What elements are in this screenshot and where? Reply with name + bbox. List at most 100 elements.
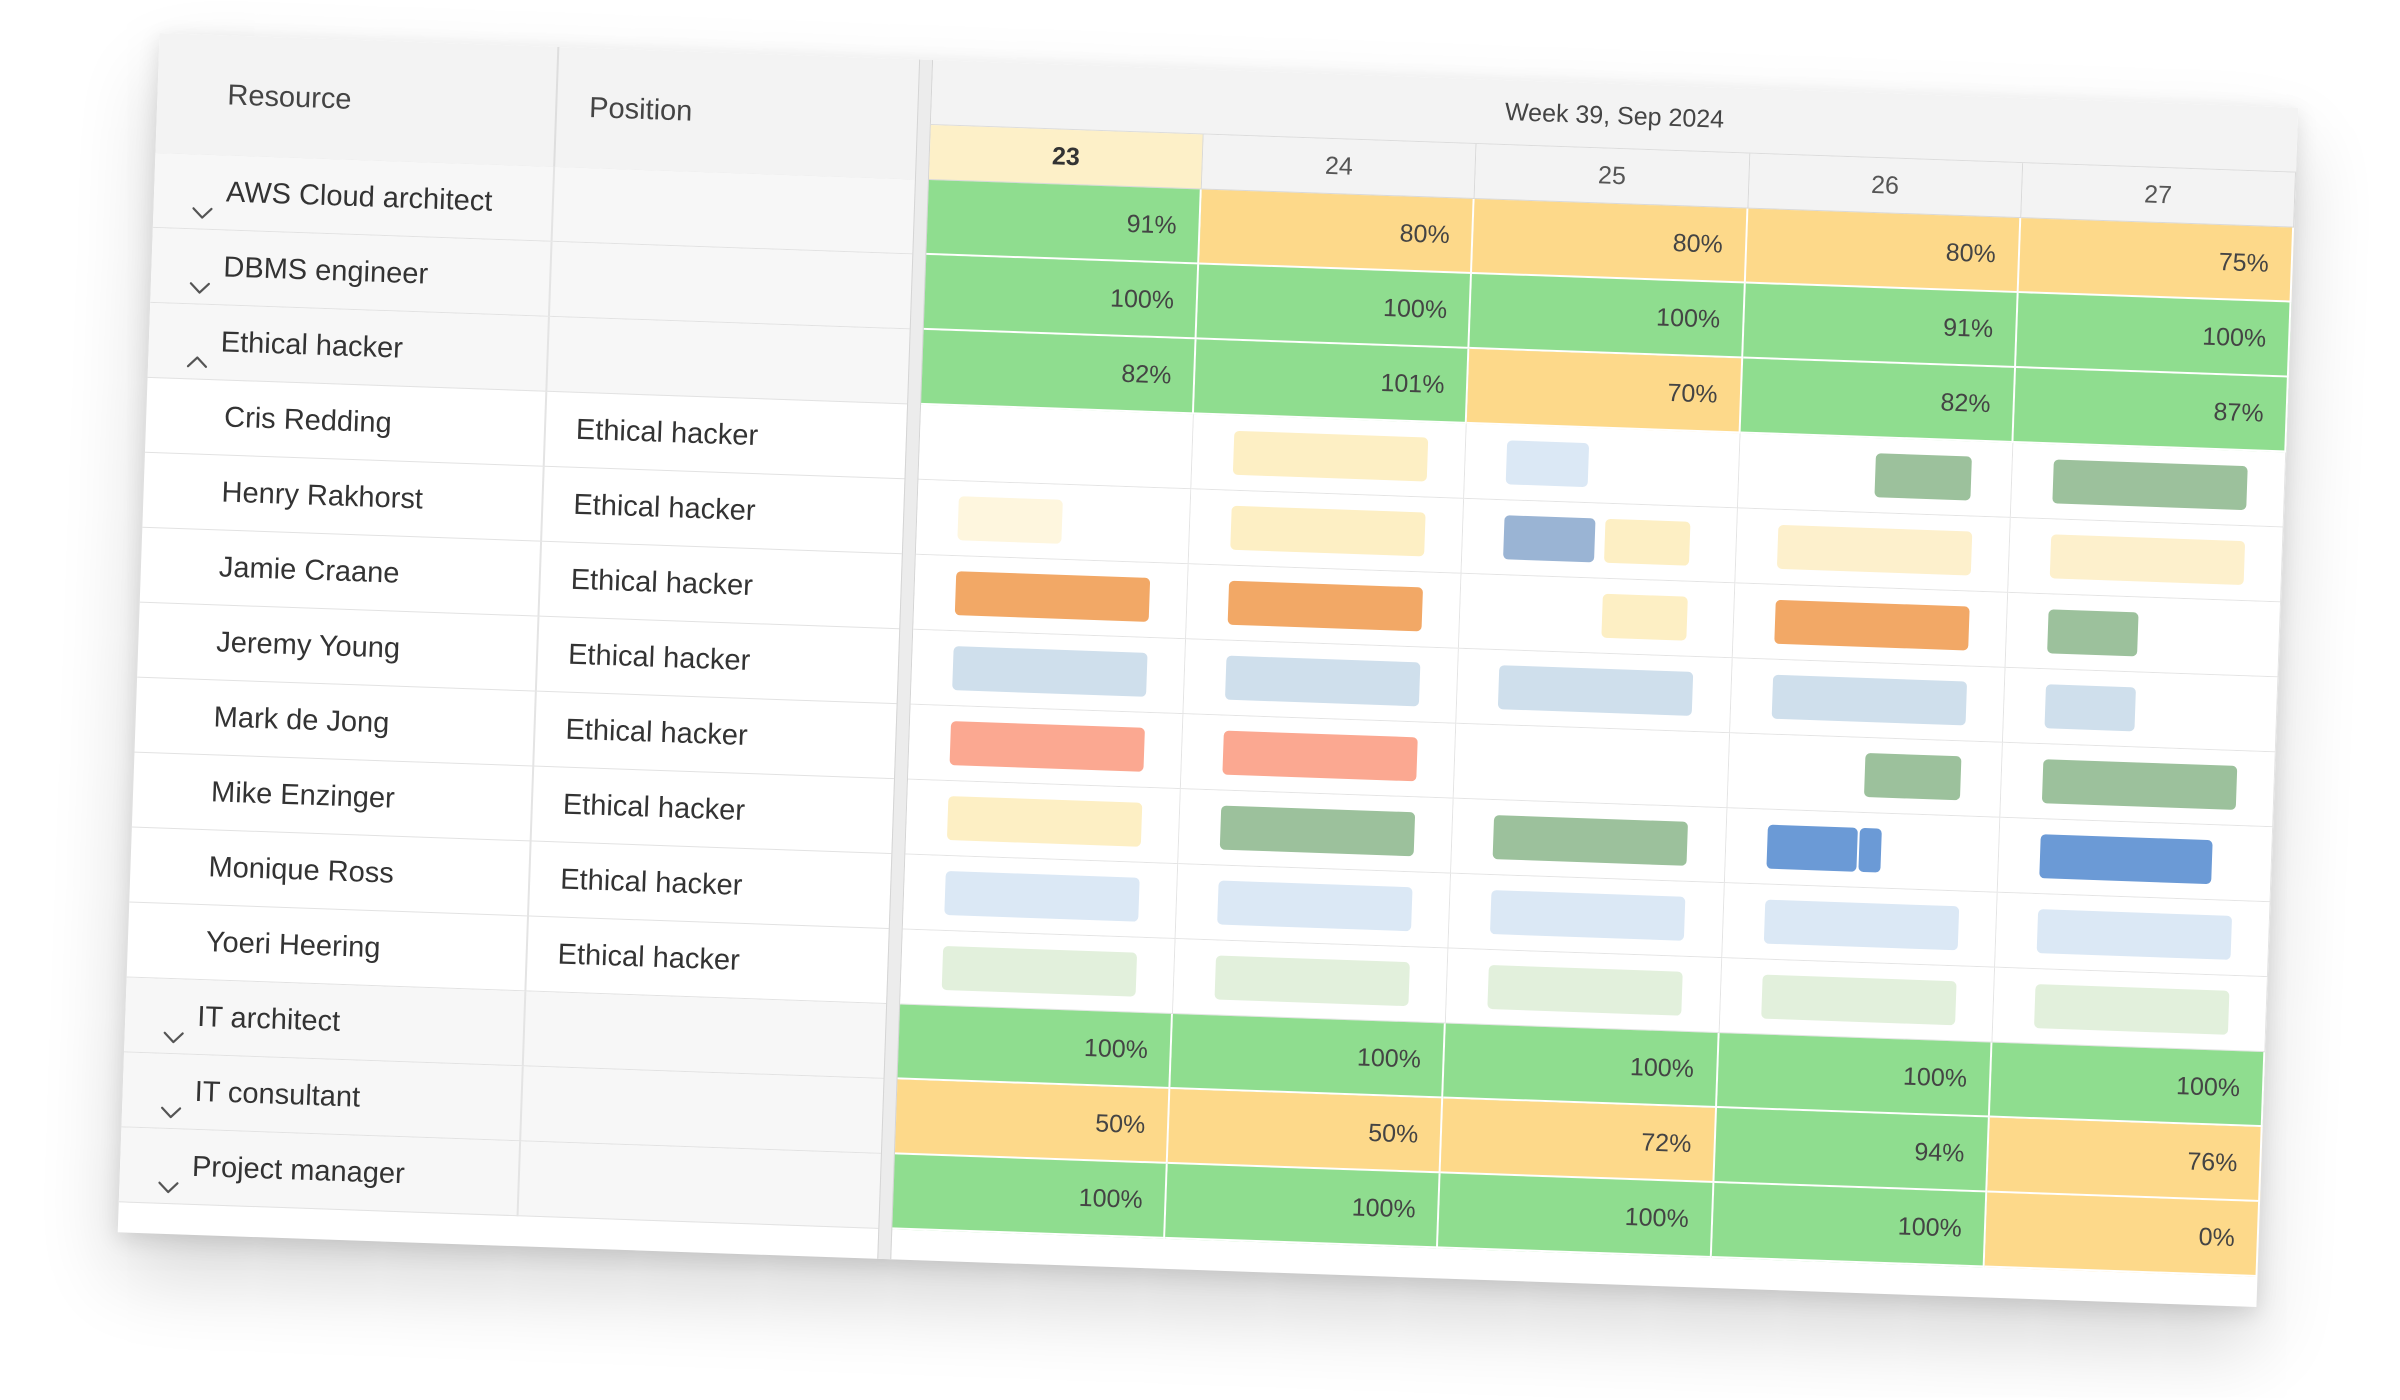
event-bar[interactable] xyxy=(1225,655,1421,707)
event-bar[interactable] xyxy=(2052,459,2248,511)
utilization-cell[interactable]: 76% xyxy=(1987,1117,2263,1203)
event-bar[interactable] xyxy=(1771,674,1967,726)
utilization-cell[interactable]: 80% xyxy=(1745,208,2022,294)
resource-name: Yoeri Heering xyxy=(205,926,381,965)
resource-cell: IT consultant xyxy=(121,1052,524,1142)
event-bar[interactable] xyxy=(1487,964,1684,1016)
column-header-resource[interactable]: Resource xyxy=(155,33,560,167)
utilization-cell[interactable]: 80% xyxy=(1199,189,1475,274)
chevron-down-icon[interactable] xyxy=(190,180,217,220)
position-cell: Ethical hacker xyxy=(557,938,741,977)
event-bar[interactable] xyxy=(1498,665,1694,716)
timeline-cell[interactable] xyxy=(1459,573,1735,659)
chevron-down-icon[interactable] xyxy=(187,254,214,295)
event-bar[interactable] xyxy=(1765,824,1858,872)
utilization-cell[interactable]: 100% xyxy=(1196,264,1473,349)
event-bar[interactable] xyxy=(1874,453,1972,501)
position-cell: Ethical hacker xyxy=(564,713,749,752)
timeline-cell[interactable] xyxy=(918,404,1195,490)
utilization-cell[interactable]: 91% xyxy=(1742,283,2019,369)
event-bar[interactable] xyxy=(1858,827,1883,873)
event-bar[interactable] xyxy=(946,796,1143,847)
event-bar[interactable] xyxy=(1503,515,1596,563)
event-bar[interactable] xyxy=(1763,899,1959,951)
utilization-cell[interactable]: 82% xyxy=(1740,358,2016,443)
event-bar[interactable] xyxy=(1230,505,1426,557)
event-bar[interactable] xyxy=(952,646,1148,697)
event-bar[interactable] xyxy=(1219,805,1416,857)
utilization-cell[interactable]: 72% xyxy=(1440,1098,1717,1183)
event-bar[interactable] xyxy=(1217,880,1413,932)
utilization-cell[interactable]: 87% xyxy=(2013,368,2289,453)
event-bar[interactable] xyxy=(1227,580,1424,632)
event-bar[interactable] xyxy=(1864,753,1962,801)
utilization-cell[interactable]: 100% xyxy=(1716,1033,1993,1118)
position-cell xyxy=(547,317,909,405)
utilization-cell[interactable]: 100% xyxy=(1469,273,1746,359)
utilization-cell[interactable]: 94% xyxy=(1713,1108,1990,1193)
chevron-down-icon[interactable] xyxy=(161,1004,188,1044)
event-bar[interactable] xyxy=(1601,593,1688,641)
event-bar[interactable] xyxy=(1760,974,1957,1026)
chevron-down-icon[interactable] xyxy=(158,1079,185,1119)
utilization-cell[interactable]: 0% xyxy=(1984,1192,2261,1277)
event-bar[interactable] xyxy=(941,945,1138,997)
event-bar[interactable] xyxy=(1214,955,1411,1007)
utilization-cell[interactable]: 100% xyxy=(892,1154,1168,1239)
utilization-cell[interactable]: 91% xyxy=(926,179,1202,265)
event-bar[interactable] xyxy=(1604,518,1691,566)
event-bar[interactable] xyxy=(1776,524,1972,576)
group-row[interactable]: Ethical hacker xyxy=(147,302,910,405)
utilization-cell[interactable]: 80% xyxy=(1472,199,1749,284)
resource-name: Henry Rakhorst xyxy=(221,476,424,516)
event-bar[interactable] xyxy=(2049,534,2245,586)
utilization-cell[interactable]: 101% xyxy=(1194,339,1470,424)
event-bar[interactable] xyxy=(949,721,1145,772)
event-bar[interactable] xyxy=(954,571,1151,622)
event-bar[interactable] xyxy=(1773,599,1970,651)
event-bar[interactable] xyxy=(944,870,1140,922)
utilization-cell[interactable]: 100% xyxy=(1170,1013,1447,1099)
utilization-cell[interactable]: 70% xyxy=(1467,348,1743,434)
utilization-cell[interactable]: 100% xyxy=(1443,1023,1720,1109)
timeline-cell[interactable] xyxy=(1454,723,1730,809)
chevron-up-icon[interactable] xyxy=(184,329,211,369)
resource-cell: Project manager xyxy=(118,1127,522,1217)
utilization-cell[interactable]: 82% xyxy=(921,329,1197,415)
utilization-cell[interactable]: 100% xyxy=(1165,1163,1441,1249)
day-header-24: 24 xyxy=(1201,134,1477,200)
utilization-cell[interactable]: 50% xyxy=(894,1079,1171,1164)
group-row[interactable]: DBMS engineer xyxy=(150,227,913,330)
utilization-cell[interactable]: 75% xyxy=(2018,218,2295,303)
column-header-position[interactable]: Position xyxy=(588,92,693,128)
event-bar[interactable] xyxy=(2044,684,2136,732)
utilization-cell[interactable]: 100% xyxy=(897,1004,1174,1089)
utilization-cell[interactable]: 100% xyxy=(923,254,1200,340)
resource-name: Mike Enzinger xyxy=(210,776,396,815)
utilization-cell[interactable]: 100% xyxy=(1438,1173,1714,1258)
event-bar[interactable] xyxy=(1490,890,1686,941)
utilization-cell[interactable]: 100% xyxy=(1989,1042,2266,1128)
event-bar[interactable] xyxy=(1492,815,1689,866)
event-bar[interactable] xyxy=(1222,730,1418,782)
resource-cell: Jamie Craane xyxy=(139,527,543,617)
resource-cell: Mike Enzinger xyxy=(131,752,535,842)
group-row[interactable]: IT consultant xyxy=(121,1052,884,1154)
event-bar[interactable] xyxy=(2033,984,2230,1035)
utilization-cell[interactable]: 100% xyxy=(1711,1182,1988,1268)
chevron-down-icon[interactable] xyxy=(156,1154,183,1194)
event-bar[interactable] xyxy=(2041,759,2238,810)
utilization-cell[interactable]: 50% xyxy=(1167,1088,1444,1174)
position-cell: Ethical hacker xyxy=(562,788,746,827)
event-bar[interactable] xyxy=(1233,430,1429,482)
resource-cell: Cris Redding xyxy=(144,377,548,467)
event-bar[interactable] xyxy=(2039,834,2213,885)
event-bar[interactable] xyxy=(2036,909,2232,960)
group-row[interactable]: IT architect xyxy=(123,977,887,1079)
group-row[interactable]: AWS Cloud architect xyxy=(152,152,915,255)
event-bar[interactable] xyxy=(957,496,1063,544)
event-bar[interactable] xyxy=(2046,609,2139,657)
event-bar[interactable] xyxy=(1506,440,1590,488)
utilization-cell[interactable]: 100% xyxy=(2015,293,2292,378)
group-row[interactable]: Project manager xyxy=(118,1127,881,1229)
